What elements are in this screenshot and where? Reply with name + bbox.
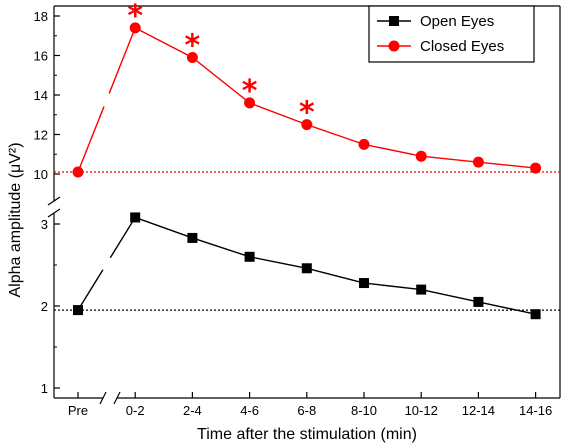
data-point-circle xyxy=(530,162,542,174)
series-line-segment xyxy=(108,27,136,94)
x-tick-label: 14-16 xyxy=(519,403,552,418)
data-point-circle xyxy=(358,138,370,150)
y-axis-break-mark xyxy=(47,196,61,206)
data-point-square xyxy=(473,296,484,307)
x-axis-break-mark xyxy=(99,391,107,405)
data-point-circle xyxy=(472,156,484,168)
x-tick-label: 12-14 xyxy=(462,403,495,418)
series-line xyxy=(134,216,536,315)
x-axis-break-mark xyxy=(113,391,121,405)
data-point-circle xyxy=(415,150,427,162)
y-tick-label: 18 xyxy=(34,9,48,24)
data-point-square xyxy=(130,212,141,223)
data-point-circle xyxy=(186,51,198,63)
y-tick-label: 10 xyxy=(34,167,48,182)
legend-label: Open Eyes xyxy=(420,13,494,30)
series-line-segment xyxy=(77,106,105,173)
series-line-segment xyxy=(109,217,136,259)
significance-star: * xyxy=(185,28,201,63)
y-tick-label: 14 xyxy=(34,88,48,103)
y-tick-label: 16 xyxy=(34,49,48,64)
x-tick-label: 2-4 xyxy=(183,403,202,418)
data-point-square xyxy=(530,309,541,320)
data-point-circle xyxy=(129,22,141,34)
data-point-square xyxy=(359,278,369,289)
y-axis-break-mark xyxy=(47,208,61,218)
x-tick-label: 0-2 xyxy=(126,403,145,418)
data-point-circle xyxy=(72,166,84,178)
legend-label: Closed Eyes xyxy=(420,38,504,55)
x-axis-title: Time after the stimulation (min) xyxy=(197,426,417,443)
series-line xyxy=(134,27,536,169)
significance-star: * xyxy=(242,74,258,109)
data-point-square xyxy=(301,263,312,274)
x-tick-label: 4-6 xyxy=(240,403,259,418)
data-point-square xyxy=(416,284,427,295)
x-tick-label: 8-10 xyxy=(351,403,377,418)
legend-marker-circle xyxy=(388,40,400,52)
y-tick-label: 2 xyxy=(41,299,48,314)
y-tick-label: 1 xyxy=(41,381,48,396)
significance-star: * xyxy=(127,0,143,34)
y-axis-title: Alpha amplitude (μV²) xyxy=(7,142,24,297)
data-point-square xyxy=(244,251,255,262)
y-tick-label: 3 xyxy=(41,217,48,232)
data-point-square xyxy=(187,232,198,243)
data-point-circle xyxy=(301,119,313,131)
series-line-segment xyxy=(77,269,104,311)
data-point-square xyxy=(73,305,83,316)
y-tick-label: 12 xyxy=(34,128,48,143)
significance-star: * xyxy=(299,96,315,131)
data-point-circle xyxy=(244,97,256,109)
x-tick-label: Pre xyxy=(68,403,88,418)
x-tick-label: 6-8 xyxy=(297,403,316,418)
legend-box xyxy=(368,5,535,63)
x-tick-label: 10-12 xyxy=(405,403,438,418)
legend-marker-square xyxy=(389,16,399,26)
